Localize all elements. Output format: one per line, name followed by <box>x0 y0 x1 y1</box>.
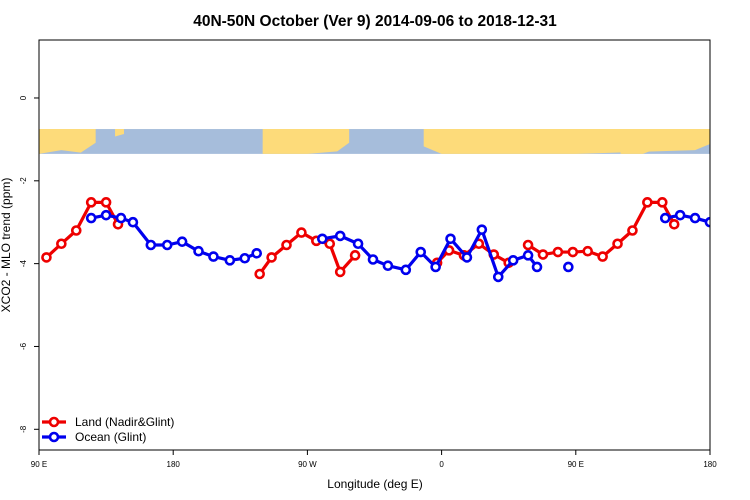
data-point-ocean <box>224 255 236 266</box>
data-point-ocean <box>161 239 173 251</box>
y-axis-label: XCO2 - MLO trend (ppm) <box>0 178 13 313</box>
data-point-land <box>56 238 67 250</box>
data-point-ocean <box>659 212 671 224</box>
y-tick-label: 0 <box>19 95 28 100</box>
x-tick-label: 90 W <box>298 460 317 469</box>
data-point-land <box>334 266 346 278</box>
data-point-ocean <box>721 241 729 249</box>
data-point-ocean <box>415 246 427 258</box>
x-tick-label: 0 <box>439 460 444 469</box>
data-point-land <box>552 246 564 258</box>
data-point-ocean <box>352 238 364 250</box>
data-point-land <box>522 239 534 251</box>
data-point-ocean <box>251 247 263 259</box>
data-point-ocean <box>239 252 251 264</box>
data-point-land <box>266 252 277 263</box>
data-point-land <box>597 251 608 262</box>
data-point-ocean <box>563 261 574 273</box>
data-point-land <box>281 239 292 251</box>
series-line-land <box>527 200 676 259</box>
data-point-ocean <box>430 261 441 273</box>
legend-label-ocean: Ocean (Glint) <box>75 430 146 444</box>
data-point-ocean <box>689 212 701 224</box>
data-point-ocean <box>193 245 204 257</box>
data-point-land <box>349 250 361 261</box>
data-point-ocean <box>145 239 157 251</box>
data-point-land <box>656 197 668 208</box>
legend-marker-ocean <box>48 431 60 443</box>
data-point-land <box>627 225 638 236</box>
x-tick-label: 180 <box>167 460 181 469</box>
data-point-ocean <box>100 209 112 221</box>
legend-label-land: Land (Nadir&Glint) <box>75 415 174 429</box>
y-tick-label: -4 <box>19 260 28 268</box>
land-japan-repeat <box>689 129 699 137</box>
data-point-land <box>567 246 579 258</box>
data-point-land <box>537 249 549 260</box>
data-point-ocean <box>522 250 534 261</box>
data-point-ocean <box>476 224 488 235</box>
data-point-ocean <box>507 255 519 266</box>
data-point-ocean <box>317 233 328 245</box>
x-tick-label: 90 E <box>568 460 584 469</box>
data-point-ocean <box>445 233 456 245</box>
x-tick-label: 180 <box>703 460 717 469</box>
series-land <box>41 197 680 280</box>
y-tick-label: -6 <box>19 342 28 350</box>
chart-title: 40N-50N October (Ver 9) 2014-09-06 to 20… <box>193 13 557 30</box>
data-point-ocean <box>674 209 686 221</box>
data-point-land <box>612 238 623 250</box>
plot-frame <box>38 39 711 451</box>
land-japan <box>115 129 124 137</box>
world-map-strip <box>39 129 710 154</box>
data-point-ocean <box>704 216 710 228</box>
data-point-ocean <box>208 251 219 262</box>
data-point-land <box>85 197 97 208</box>
data-point-land <box>254 268 265 280</box>
data-point-land <box>296 227 307 238</box>
data-point-land <box>70 225 82 236</box>
data-point-ocean <box>461 252 473 263</box>
x-axis-label: Longitude (deg E) <box>327 477 422 491</box>
data-point-ocean <box>367 254 379 265</box>
data-point-ocean <box>531 261 543 273</box>
data-point-ocean <box>85 212 97 224</box>
data-point-land <box>582 245 594 257</box>
data-point-land <box>41 252 52 263</box>
land-north-america <box>262 129 350 154</box>
data-point-ocean <box>334 230 346 242</box>
series-ocean <box>85 209 744 283</box>
data-point-land <box>642 197 653 208</box>
data-point-ocean <box>176 236 188 247</box>
data-point-ocean <box>492 271 504 283</box>
data-point-land <box>100 197 112 208</box>
data-point-land <box>324 238 336 250</box>
y-tick-label: -2 <box>19 177 28 185</box>
x-tick-label: 90 E <box>31 460 47 469</box>
y-tick-label: -8 <box>19 425 28 433</box>
data-point-ocean <box>382 260 394 272</box>
land-asia-east-repeat <box>620 129 678 154</box>
data-point-ocean <box>400 264 412 276</box>
data-point-ocean <box>127 216 139 228</box>
legend: Land (Nadir&Glint) Ocean (Glint) <box>42 415 174 444</box>
data-point-ocean <box>736 241 744 249</box>
legend-marker-land <box>48 416 60 428</box>
data-point-land <box>668 218 680 230</box>
land-asia-east <box>39 129 96 154</box>
data-point-ocean <box>115 212 127 224</box>
